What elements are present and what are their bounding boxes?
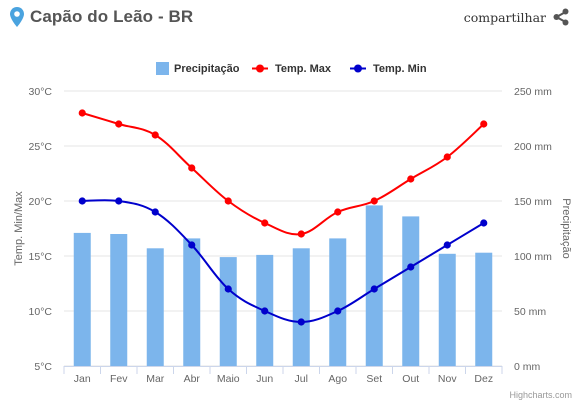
x-tick-label: Abr xyxy=(184,373,201,385)
temp-min-point[interactable] xyxy=(370,285,378,293)
precipitation-bar[interactable] xyxy=(438,253,456,366)
x-tick-label: Jan xyxy=(74,373,91,385)
precipitation-bar[interactable] xyxy=(146,248,164,366)
share-label: compartilhar xyxy=(463,9,546,25)
temp-max-line xyxy=(81,112,485,236)
temp-max-point[interactable] xyxy=(297,230,305,238)
precipitation-bar[interactable] xyxy=(219,257,237,366)
x-tick-label: Jul xyxy=(295,373,308,385)
legend-precipitation-label: Precipitação xyxy=(174,63,240,75)
y-left-tick-label: 30°C xyxy=(29,86,53,98)
temp-max-point[interactable] xyxy=(480,120,488,128)
y-left-tick-label: 15°C xyxy=(29,251,53,263)
temp-max-point[interactable] xyxy=(370,197,378,205)
y-right-axis-title: Precipitação xyxy=(560,198,572,259)
temp-min-point[interactable] xyxy=(297,318,305,326)
precipitation-bar[interactable] xyxy=(110,234,128,366)
y-left-tick-label: 5°C xyxy=(34,361,52,373)
x-tick-label: Fev xyxy=(110,373,128,385)
precipitation-bar[interactable] xyxy=(402,216,420,366)
x-tick-label: Out xyxy=(402,373,419,385)
x-tick-label: Jun xyxy=(256,373,273,385)
y-left-axis-title: Temp. Min/Max xyxy=(13,191,25,266)
temp-min-point[interactable] xyxy=(407,263,415,271)
highcharts-credit: Highcharts.com xyxy=(509,390,572,400)
x-tick-label: Ago xyxy=(328,373,347,385)
temp-max-point[interactable] xyxy=(224,197,232,205)
precipitation-bar[interactable] xyxy=(73,232,91,366)
x-tick-label: Maio xyxy=(217,373,240,385)
temp-max-point[interactable] xyxy=(443,153,451,161)
temp-min-point[interactable] xyxy=(443,241,451,249)
temp-min-line xyxy=(82,199,485,324)
precipitation-bar[interactable] xyxy=(292,248,310,366)
precipitation-bar[interactable] xyxy=(183,238,201,366)
legend-precipitation-swatch xyxy=(156,62,169,75)
legend-temp-min-marker xyxy=(354,64,362,73)
legend-temp-max-label: Temp. Max xyxy=(275,63,332,75)
y-right-tick-label: 50 mm xyxy=(514,306,546,318)
map-pin-icon xyxy=(10,7,24,27)
temp-max-point[interactable] xyxy=(334,208,342,216)
y-left-tick-label: 10°C xyxy=(29,306,53,318)
chart-header: Capão do Leão - BR compartilhar xyxy=(0,0,580,40)
temp-min-point[interactable] xyxy=(115,197,123,205)
temp-max-point[interactable] xyxy=(188,164,196,172)
share-icon xyxy=(553,8,569,26)
temp-max-point[interactable] xyxy=(78,109,86,117)
temp-max-point[interactable] xyxy=(407,175,415,183)
y-left-tick-label: 25°C xyxy=(29,141,53,153)
y-right-tick-label: 200 mm xyxy=(514,141,552,153)
y-left-tick-label: 20°C xyxy=(29,196,53,208)
y-right-tick-label: 100 mm xyxy=(514,251,552,263)
temp-max-point[interactable] xyxy=(261,219,269,227)
share-button[interactable]: compartilhar xyxy=(464,8,570,26)
page-title: Capão do Leão - BR xyxy=(30,7,194,26)
temp-min-point[interactable] xyxy=(261,307,269,315)
x-tick-label: Mar xyxy=(146,373,165,385)
x-tick-label: Dez xyxy=(474,373,493,385)
temp-min-point[interactable] xyxy=(151,208,159,216)
temp-max-point[interactable] xyxy=(151,131,159,139)
precipitation-bar[interactable] xyxy=(329,238,347,366)
y-right-tick-label: 250 mm xyxy=(514,86,552,98)
x-tick-label: Set xyxy=(366,373,382,385)
temp-min-point[interactable] xyxy=(334,307,342,315)
temp-min-point[interactable] xyxy=(480,219,488,227)
y-right-tick-label: 150 mm xyxy=(514,196,552,208)
temp-min-point[interactable] xyxy=(224,285,232,293)
x-tick-label: Nov xyxy=(438,373,457,385)
legend-temp-max-marker xyxy=(256,64,264,73)
title-group: Capão do Leão - BR xyxy=(10,7,193,27)
temp-min-point[interactable] xyxy=(78,197,86,205)
precipitation-bar[interactable] xyxy=(475,252,493,366)
temp-min-point[interactable] xyxy=(188,241,196,249)
legend-temp-min-label: Temp. Min xyxy=(373,63,427,75)
y-right-tick-label: 0 mm xyxy=(514,361,541,373)
temp-max-point[interactable] xyxy=(115,120,123,128)
